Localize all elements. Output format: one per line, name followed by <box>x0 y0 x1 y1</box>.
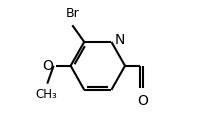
Text: N: N <box>115 34 125 47</box>
Text: Br: Br <box>65 7 79 20</box>
Text: O: O <box>137 94 148 108</box>
Text: CH₃: CH₃ <box>36 88 57 101</box>
Text: O: O <box>42 59 53 73</box>
